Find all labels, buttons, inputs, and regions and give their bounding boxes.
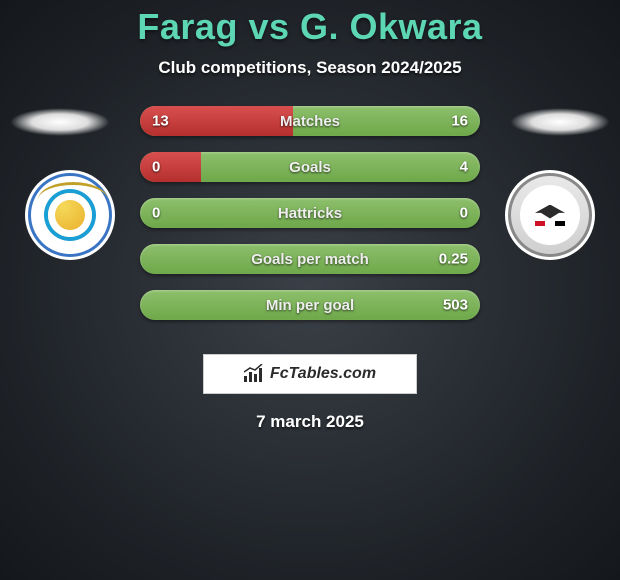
stat-row-goals-per-match: Goals per match 0.25 <box>140 244 480 274</box>
eagle-icon <box>535 205 565 219</box>
club-badge-left <box>25 170 115 260</box>
flag-black <box>555 221 565 226</box>
flag-white <box>545 221 555 226</box>
stat-row-min-per-goal: Min per goal 503 <box>140 290 480 320</box>
badge-right-emblem <box>508 173 592 257</box>
stat-right-value: 4 <box>460 159 468 176</box>
stat-right-value: 16 <box>451 113 468 130</box>
flag-stripes <box>535 221 565 226</box>
stat-left-value: 13 <box>152 113 169 130</box>
player-right-halo <box>510 108 610 136</box>
comparison-area: 13 Matches 16 0 Goals 4 0 Hattricks 0 Go… <box>0 106 620 346</box>
stat-row-hattricks: 0 Hattricks 0 <box>140 198 480 228</box>
stat-right-value: 0.25 <box>439 251 468 268</box>
player-left-halo <box>10 108 110 136</box>
comparison-date: 7 march 2025 <box>0 412 620 432</box>
badge-left-emblem <box>28 173 112 257</box>
stat-rows: 13 Matches 16 0 Goals 4 0 Hattricks 0 Go… <box>140 106 480 320</box>
stat-label: Matches <box>280 113 340 130</box>
stat-row-goals: 0 Goals 4 <box>140 152 480 182</box>
stat-left-value: 0 <box>152 205 160 222</box>
stat-label: Goals per match <box>251 251 369 268</box>
brand-box[interactable]: FcTables.com <box>203 354 417 394</box>
comparison-subtitle: Club competitions, Season 2024/2025 <box>0 58 620 78</box>
stat-label: Goals <box>289 159 331 176</box>
stat-right-value: 503 <box>443 297 468 314</box>
flag-red <box>535 221 545 226</box>
comparison-title: Farag vs G. Okwara <box>0 0 620 48</box>
club-badge-right <box>505 170 595 260</box>
stat-label: Min per goal <box>266 297 354 314</box>
stat-left-value: 0 <box>152 159 160 176</box>
brand-label: FcTables.com <box>270 365 376 383</box>
stat-right-value: 0 <box>460 205 468 222</box>
brand-chart-icon <box>244 366 264 382</box>
stat-fill-left <box>140 152 201 182</box>
stat-row-matches: 13 Matches 16 <box>140 106 480 136</box>
stat-label: Hattricks <box>278 205 342 222</box>
